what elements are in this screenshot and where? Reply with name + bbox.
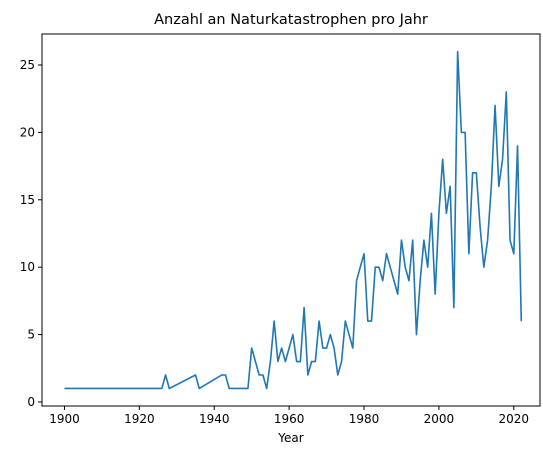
series-line bbox=[64, 50, 523, 390]
x-axis-label: Year bbox=[277, 431, 303, 445]
y-tick-label: 10 bbox=[20, 260, 35, 274]
x-tick-label: 1980 bbox=[349, 412, 380, 426]
chart-title: Anzahl an Naturkatastrophen pro Jahr bbox=[154, 12, 428, 28]
axes-frame bbox=[41, 33, 541, 407]
x-axis: 1900 1920 1940 1960 1980 2000 2020 bbox=[49, 406, 529, 426]
y-tick-label: 15 bbox=[20, 193, 35, 207]
y-tick-label: 0 bbox=[27, 395, 35, 409]
x-tick-label: 1900 bbox=[49, 412, 80, 426]
plot-area bbox=[64, 50, 523, 390]
x-tick-label: 1960 bbox=[274, 412, 305, 426]
x-tick-label: 1940 bbox=[199, 412, 230, 426]
x-tick-label: 2000 bbox=[424, 412, 455, 426]
y-tick-label: 20 bbox=[20, 125, 35, 139]
y-axis: 0 5 10 15 20 25 bbox=[20, 58, 42, 409]
x-tick-label: 1920 bbox=[124, 412, 155, 426]
x-tick-label: 2020 bbox=[499, 412, 530, 426]
y-tick-label: 5 bbox=[27, 328, 35, 342]
y-tick-label: 25 bbox=[20, 58, 35, 72]
